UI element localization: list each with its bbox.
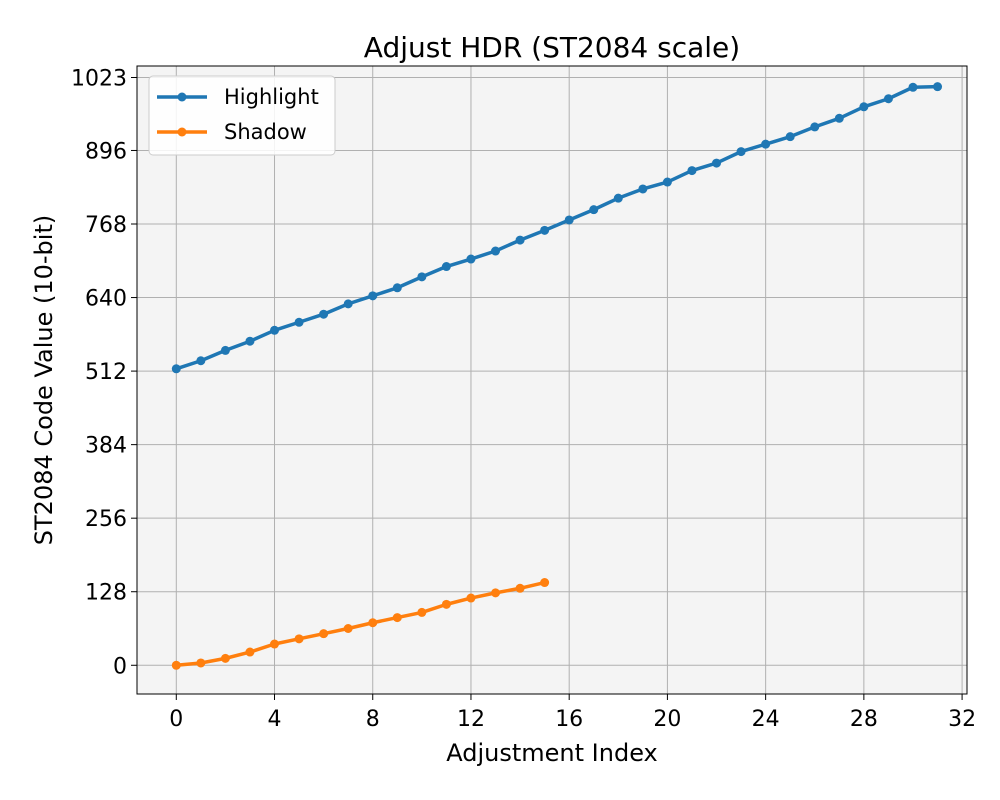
data-point — [196, 658, 206, 668]
data-point — [196, 356, 206, 366]
y-tick-label: 896 — [85, 139, 127, 164]
data-point — [834, 113, 844, 123]
chart-title: Adjust HDR (ST2084 scale) — [364, 31, 740, 64]
data-point — [392, 613, 402, 623]
data-point — [662, 177, 672, 187]
data-point — [270, 325, 280, 335]
y-tick-label: 1023 — [71, 66, 127, 91]
data-point — [466, 254, 476, 264]
data-point — [270, 639, 280, 649]
series-highlight — [171, 82, 943, 374]
data-point — [589, 205, 599, 215]
legend-label: Shadow — [224, 120, 307, 144]
data-point — [908, 82, 918, 92]
y-tick-label: 128 — [85, 581, 127, 606]
data-point — [220, 653, 230, 663]
x-tick-label: 12 — [457, 707, 485, 732]
data-point — [220, 345, 230, 355]
data-point — [294, 317, 304, 327]
legend-item-shadow: Shadow — [157, 120, 307, 144]
data-point — [319, 309, 329, 319]
data-point — [417, 272, 427, 282]
data-point — [392, 283, 402, 293]
y-tick-label: 640 — [85, 287, 127, 312]
data-point — [540, 578, 550, 588]
plot-area — [137, 66, 967, 694]
data-point — [171, 364, 181, 374]
x-tick-label: 32 — [948, 707, 976, 732]
series-line — [174, 580, 547, 668]
data-point — [933, 82, 943, 92]
x-tick-label: 0 — [169, 707, 183, 732]
series-shadow — [171, 578, 550, 670]
data-point — [810, 122, 820, 132]
legend-marker — [177, 92, 187, 102]
data-point — [761, 139, 771, 149]
y-tick-label: 512 — [85, 360, 127, 385]
y-tick-label: 256 — [85, 507, 127, 532]
data-point — [319, 629, 329, 639]
legend-marker — [177, 127, 187, 137]
data-point — [491, 588, 501, 598]
data-point — [638, 184, 648, 194]
data-point — [540, 225, 550, 235]
data-point — [712, 158, 722, 168]
data-point — [368, 291, 378, 301]
legend: Highlight Shadow — [148, 75, 336, 156]
data-point — [859, 102, 869, 112]
data-point — [736, 147, 746, 157]
series-layer — [171, 82, 943, 670]
grid — [137, 66, 967, 694]
x-axis-label: Adjustment Index — [446, 739, 658, 767]
data-point — [417, 607, 427, 617]
data-point — [687, 166, 697, 176]
data-point — [441, 262, 451, 272]
data-point — [343, 623, 353, 633]
x-tick-label: 16 — [555, 707, 583, 732]
plot-frame — [136, 65, 968, 695]
data-point — [883, 94, 893, 104]
data-point — [441, 599, 451, 609]
data-point — [613, 193, 623, 203]
y-axis-label: ST2084 Code Value (10-bit) — [30, 215, 58, 545]
x-tick-label: 4 — [268, 707, 282, 732]
data-point — [515, 583, 525, 593]
y-tick-label: 0 — [113, 654, 127, 679]
data-point — [564, 215, 574, 225]
data-point — [171, 660, 181, 670]
legend-item-highlight: Highlight — [157, 85, 319, 109]
legend-label: Highlight — [224, 85, 319, 109]
x-tick-label: 24 — [752, 707, 780, 732]
ticks: 0 4 8 12 16 20 24 28 32 0 128 256 384 512 640 768 896 102… — [71, 66, 976, 732]
y-tick-label: 384 — [85, 434, 127, 459]
data-point — [515, 235, 525, 245]
data-point — [785, 132, 795, 142]
x-tick-label: 28 — [850, 707, 878, 732]
data-point — [491, 246, 501, 256]
x-tick-label: 8 — [366, 707, 380, 732]
x-tick-label: 20 — [653, 707, 681, 732]
data-point — [368, 618, 378, 628]
data-point — [343, 299, 353, 309]
data-point — [245, 647, 255, 657]
y-tick-label: 768 — [85, 213, 127, 238]
data-point — [466, 593, 476, 603]
data-point — [245, 336, 255, 346]
data-point — [294, 634, 304, 644]
